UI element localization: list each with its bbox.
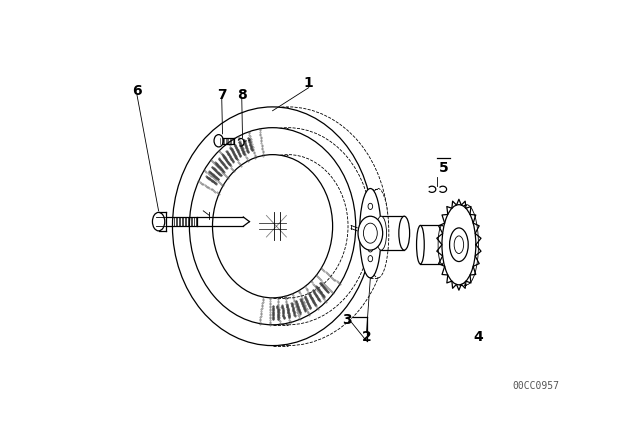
Ellipse shape [214, 134, 223, 147]
Ellipse shape [376, 216, 387, 250]
Ellipse shape [152, 212, 164, 231]
Text: 6: 6 [132, 84, 142, 98]
Ellipse shape [454, 236, 463, 254]
Ellipse shape [367, 189, 389, 278]
Text: 7: 7 [217, 87, 227, 102]
Ellipse shape [455, 205, 479, 285]
Text: 5: 5 [438, 161, 449, 175]
Ellipse shape [442, 205, 476, 285]
Text: 3: 3 [342, 313, 352, 327]
Ellipse shape [368, 218, 372, 224]
Ellipse shape [212, 155, 333, 298]
Ellipse shape [360, 189, 381, 278]
Ellipse shape [368, 246, 372, 252]
Ellipse shape [368, 218, 372, 224]
Text: 4: 4 [473, 330, 483, 344]
Text: 2: 2 [362, 330, 371, 344]
Ellipse shape [449, 228, 468, 262]
Text: 00CC0957: 00CC0957 [513, 381, 559, 392]
Ellipse shape [172, 107, 372, 345]
Ellipse shape [189, 128, 356, 325]
Ellipse shape [368, 203, 372, 210]
Text: 1: 1 [304, 76, 314, 90]
Text: 8: 8 [237, 87, 246, 102]
Ellipse shape [399, 216, 410, 250]
Ellipse shape [368, 255, 372, 262]
Ellipse shape [417, 225, 424, 264]
Ellipse shape [438, 225, 446, 264]
Ellipse shape [364, 223, 378, 243]
Ellipse shape [358, 216, 383, 250]
